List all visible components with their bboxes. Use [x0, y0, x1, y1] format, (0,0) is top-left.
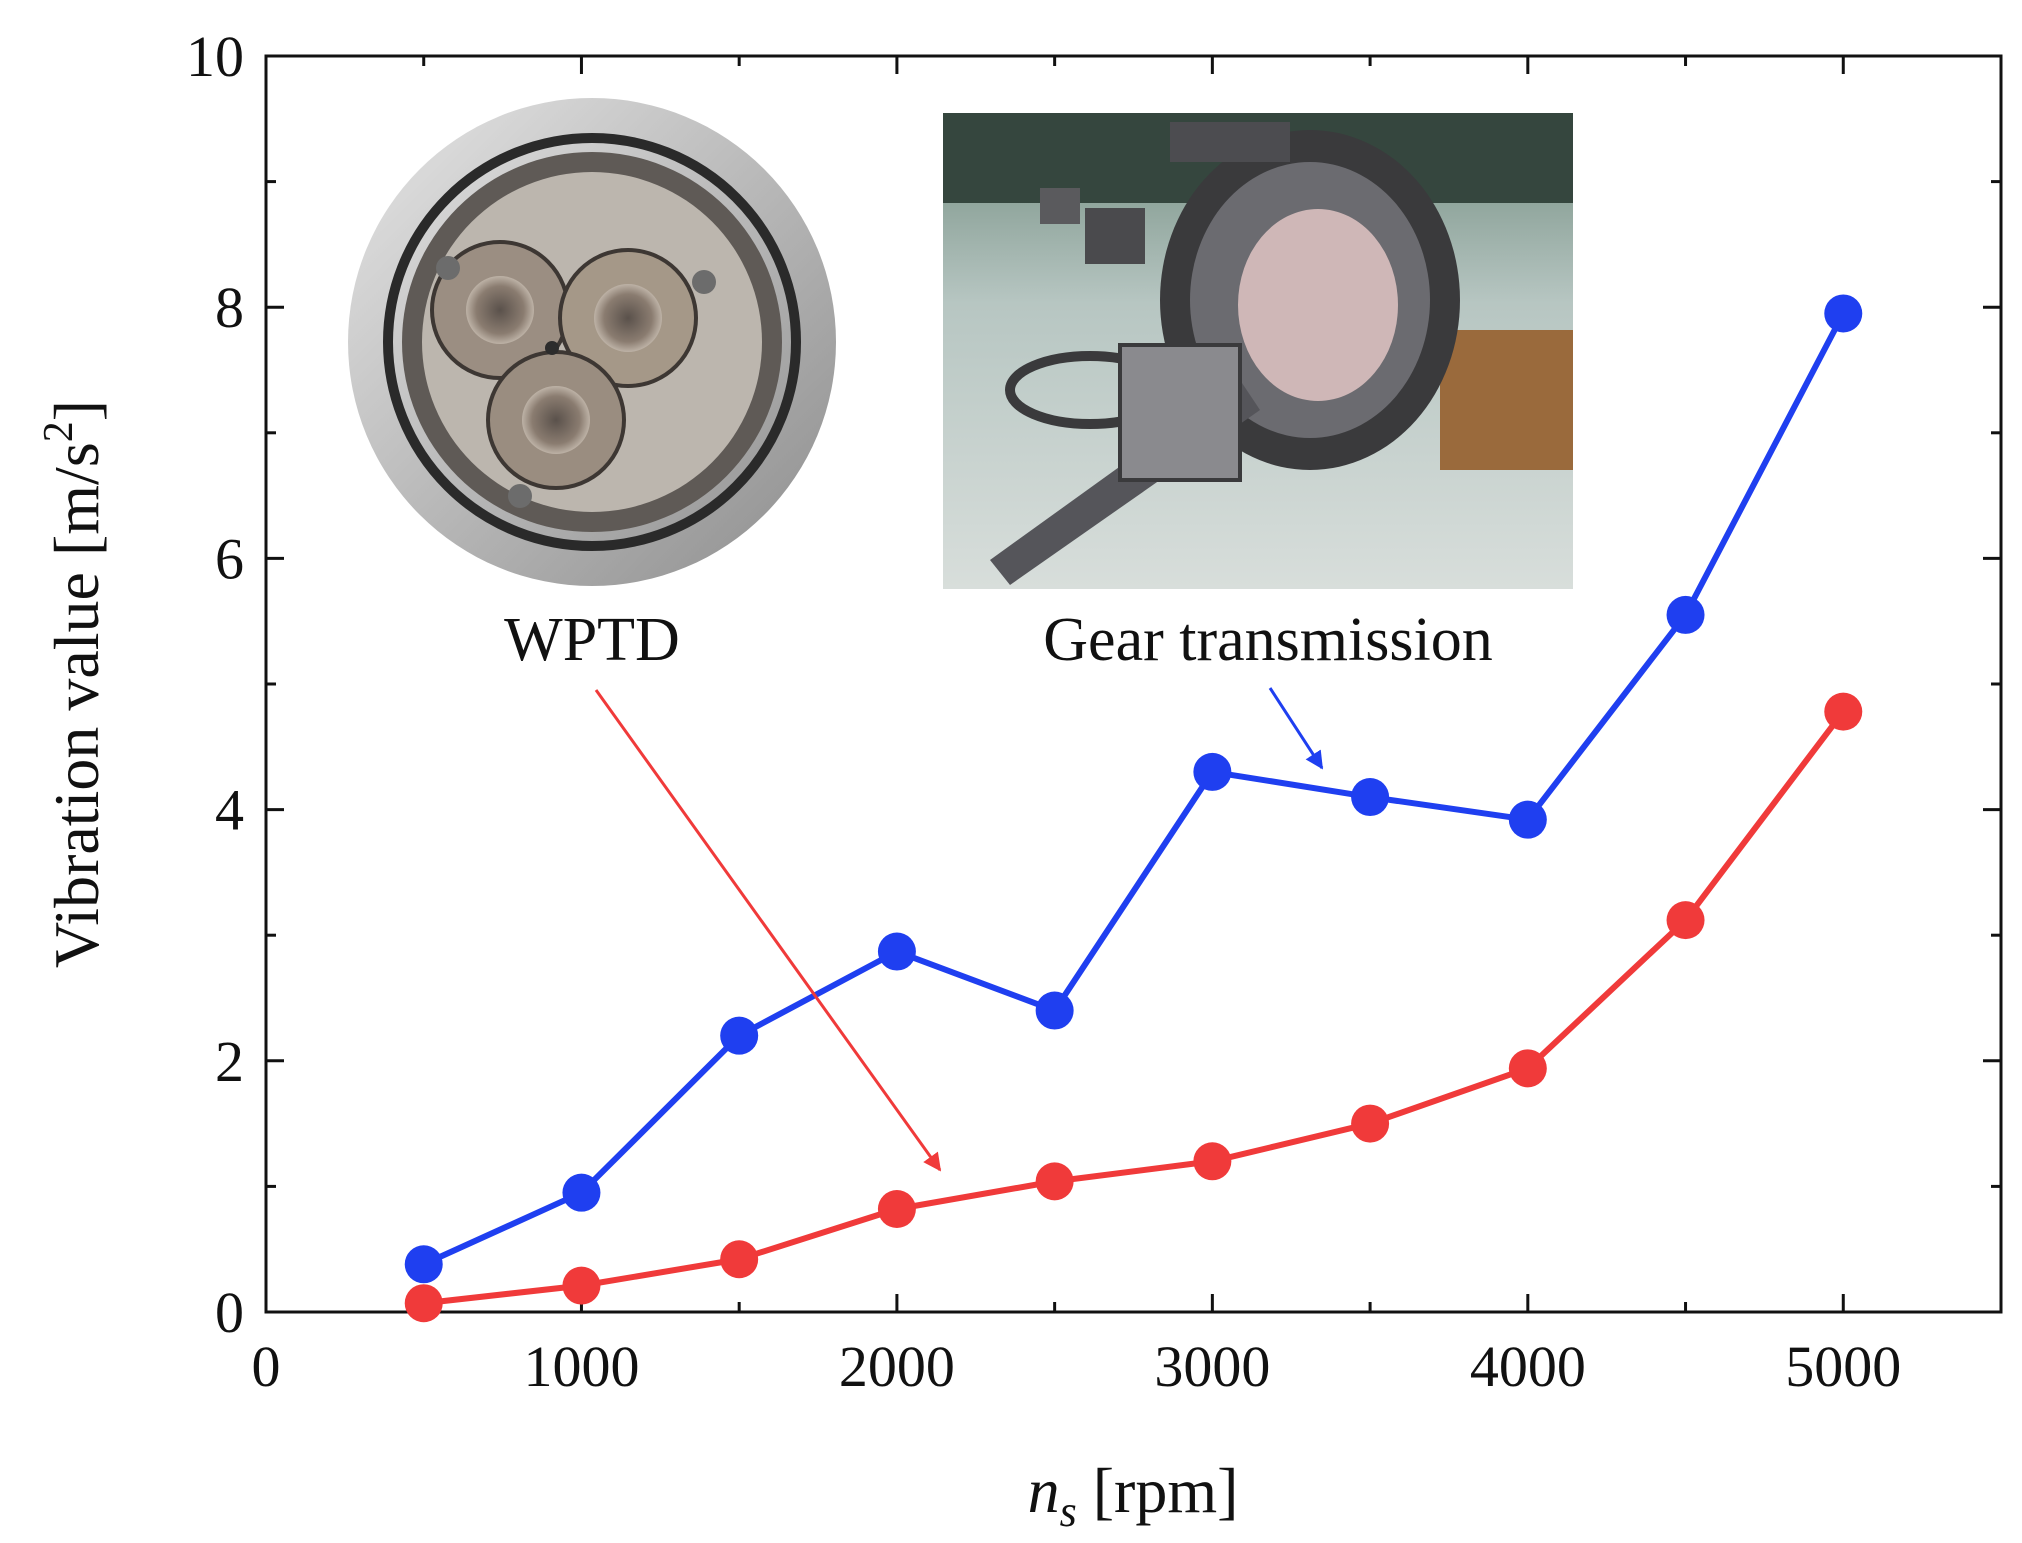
y-tick-label: 2 — [215, 1029, 244, 1094]
y-tick-label: 0 — [215, 1280, 244, 1345]
data-point-wptd — [720, 1240, 759, 1279]
data-point-gear-transmission — [720, 1016, 759, 1055]
x-tick-label: 1000 — [523, 1334, 639, 1399]
data-point-wptd — [1351, 1104, 1390, 1143]
y-tick-labels: 0 2 4 6 8 10 — [186, 24, 244, 1345]
data-point-wptd — [1193, 1142, 1232, 1181]
data-point-gear-transmission — [1351, 778, 1390, 817]
x-tick-label: 5000 — [1785, 1334, 1901, 1399]
data-point-wptd — [404, 1284, 443, 1323]
data-point-wptd — [1508, 1049, 1547, 1088]
x-tick-labels: 0 1000 2000 3000 4000 5000 — [252, 1334, 1902, 1399]
data-point-gear-transmission — [1666, 595, 1705, 634]
data-point-gear-transmission — [1508, 800, 1547, 839]
wptd-annotation: WPTD — [504, 606, 680, 674]
data-point-wptd — [562, 1266, 601, 1305]
data-point-gear-transmission — [1035, 991, 1074, 1030]
gear-annotation: Gear transmission — [1043, 606, 1492, 674]
data-point-gear-transmission — [1193, 752, 1232, 791]
y-tick-label: 8 — [215, 275, 244, 340]
gear-arrow — [1268, 687, 1324, 770]
x-axis-title: ns [rpm] — [1028, 1455, 1239, 1536]
wptd-arrow — [594, 689, 942, 1172]
data-point-wptd — [1824, 692, 1863, 731]
data-point-wptd — [1035, 1162, 1074, 1201]
y-tick-label: 10 — [186, 24, 244, 89]
wptd-photo — [348, 98, 836, 586]
y-tick-label: 4 — [215, 778, 244, 843]
x-tick-label: 3000 — [1154, 1334, 1270, 1399]
series-line-wptd — [423, 709, 1846, 1307]
data-point-gear-transmission — [562, 1173, 601, 1212]
axis-ticks — [264, 54, 2001, 1314]
y-tick-label: 6 — [215, 526, 244, 591]
x-tick-label: 4000 — [1470, 1334, 1586, 1399]
x-tick-label: 0 — [252, 1334, 281, 1399]
gear-transmission-photo — [943, 113, 1573, 589]
series-layer — [404, 294, 1863, 1323]
data-point-wptd — [877, 1190, 916, 1229]
data-point-gear-transmission — [877, 932, 916, 971]
y-axis-title: Vibration value [m/s2] — [36, 400, 112, 968]
series-line-gear-transmission — [422, 312, 1846, 1268]
x-tick-label: 2000 — [839, 1334, 955, 1399]
data-point-gear-transmission — [404, 1245, 443, 1284]
data-point-gear-transmission — [1824, 294, 1863, 333]
data-point-wptd — [1666, 901, 1705, 940]
